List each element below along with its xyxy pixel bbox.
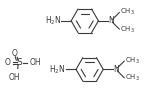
Text: OH: OH xyxy=(9,73,21,82)
Text: $\mathrm{H_2N}$: $\mathrm{H_2N}$ xyxy=(49,63,66,76)
Text: $\mathrm{CH_3}$: $\mathrm{CH_3}$ xyxy=(120,24,135,35)
Text: $\mathrm{CH_3}$: $\mathrm{CH_3}$ xyxy=(125,56,140,66)
Text: N: N xyxy=(108,16,114,25)
Text: S: S xyxy=(17,58,23,67)
Text: OH: OH xyxy=(29,58,41,67)
Text: $\mathrm{CH_3}$: $\mathrm{CH_3}$ xyxy=(120,7,135,17)
Text: O: O xyxy=(12,49,18,58)
Text: N: N xyxy=(113,65,119,74)
Text: $\mathrm{CH_3}$: $\mathrm{CH_3}$ xyxy=(125,73,140,83)
Text: O: O xyxy=(5,58,11,67)
Text: $\mathrm{H_2N}$: $\mathrm{H_2N}$ xyxy=(44,15,61,27)
